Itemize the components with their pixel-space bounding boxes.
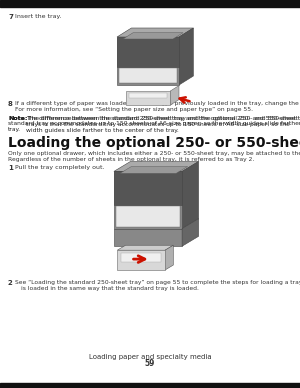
Text: tray.: tray. <box>8 127 21 132</box>
Bar <box>0 383 300 388</box>
Polygon shape <box>182 219 199 246</box>
Text: Loading paper and specialty media: Loading paper and specialty media <box>89 354 211 360</box>
Text: Only one optional drawer, which includes either a 250- or 550-sheet tray, may be: Only one optional drawer, which includes… <box>8 151 300 156</box>
Text: 7: 7 <box>8 14 13 20</box>
Polygon shape <box>119 68 177 83</box>
Polygon shape <box>116 206 180 227</box>
Polygon shape <box>165 245 173 270</box>
Polygon shape <box>126 91 170 105</box>
Polygon shape <box>129 93 167 98</box>
Polygon shape <box>114 161 199 171</box>
Polygon shape <box>170 86 179 105</box>
Text: For more information, see “Setting the paper size and paper type” on page 55.: For more information, see “Setting the p… <box>15 107 253 112</box>
Text: Note:: Note: <box>8 116 28 121</box>
Text: 2: 2 <box>8 280 13 286</box>
Polygon shape <box>182 161 199 229</box>
Polygon shape <box>117 37 179 85</box>
Text: If a different type of paper was loaded than the type previously loaded in the t: If a different type of paper was loaded … <box>15 101 300 106</box>
Polygon shape <box>121 253 161 262</box>
Text: 1: 1 <box>8 165 13 171</box>
Text: Loading the optional 250- or 550-sheet tray: Loading the optional 250- or 550-sheet t… <box>8 136 300 150</box>
Bar <box>0 0 300 7</box>
Text: The difference between the standard 250-sheet tray and the optional 250- and 550: The difference between the standard 250-… <box>26 116 300 121</box>
Text: Regardless of the number of sheets in the optional tray, it is referred to as Tr: Regardless of the number of sheets in th… <box>8 157 254 162</box>
Text: is loaded in the same way that the standard tray is loaded.: is loaded in the same way that the stand… <box>21 286 199 291</box>
Text: Pull the tray completely out.: Pull the tray completely out. <box>15 165 104 170</box>
Text: standard tray accommodates up to 150 sheets of A6-size paper, so the width guide: standard tray accommodates up to 150 she… <box>8 121 300 126</box>
Polygon shape <box>179 28 194 85</box>
Text: See “Loading the standard 250-sheet tray” on page 55 to complete the steps for l: See “Loading the standard 250-sheet tray… <box>15 280 300 285</box>
Text: Note:: Note: <box>8 116 28 121</box>
Polygon shape <box>120 166 188 173</box>
Polygon shape <box>117 37 179 67</box>
Polygon shape <box>117 245 173 250</box>
Polygon shape <box>114 229 182 246</box>
Text: 59: 59 <box>145 359 155 368</box>
Polygon shape <box>117 250 165 270</box>
Polygon shape <box>123 33 183 39</box>
Text: 8: 8 <box>8 101 13 107</box>
Text: The difference between the standard 250-sheet tray and the optional 250- and 550: The difference between the standard 250-… <box>26 116 298 133</box>
Polygon shape <box>114 171 182 229</box>
Polygon shape <box>114 171 182 204</box>
Polygon shape <box>117 28 194 37</box>
Text: Insert the tray.: Insert the tray. <box>15 14 61 19</box>
